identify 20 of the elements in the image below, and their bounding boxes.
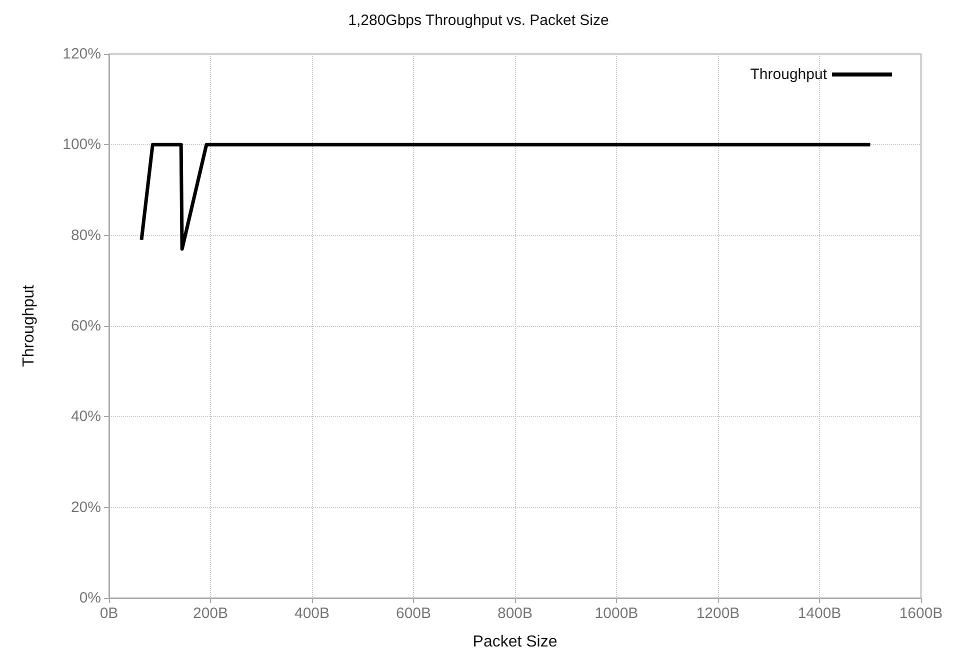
chart-title: 1,280Gbps Throughput vs. Packet Size (348, 12, 609, 29)
y-tick-label: 100% (62, 136, 101, 154)
y-tick-label: 120% (62, 46, 101, 62)
y-tick-label: 80% (70, 226, 101, 244)
x-tick-label: 1600B (899, 605, 943, 622)
x-tick-label: 800B (497, 605, 533, 622)
x-tick-label: 400B (294, 605, 330, 622)
x-tick-label: 600B (396, 605, 432, 622)
x-tick-label: 1200B (696, 605, 740, 622)
x-axis-title: Packet Size (472, 634, 558, 650)
y-tick-label: 60% (70, 318, 101, 334)
y-axis-title: Throughput (20, 284, 38, 367)
x-tick-label: 0B (100, 605, 118, 622)
legend-label: Throughput (750, 66, 828, 83)
x-tick-label: 1000B (594, 605, 638, 622)
y-tick-label: 0% (79, 590, 101, 606)
x-tick-label: 200B (192, 605, 228, 622)
y-tick-label: 40% (70, 408, 101, 426)
x-tick-label: 1400B (798, 605, 842, 622)
y-tick-label: 20% (70, 498, 101, 516)
